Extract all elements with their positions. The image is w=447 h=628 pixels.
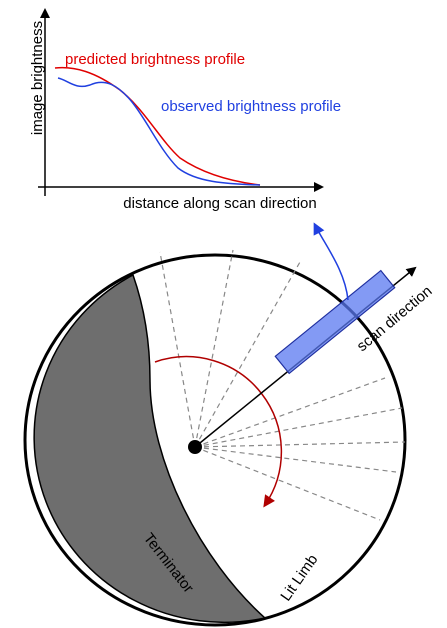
predicted-curve: [55, 68, 260, 185]
x-axis-label: distance along scan direction: [123, 195, 316, 212]
center-dot: [188, 440, 202, 454]
observed-curve: [58, 78, 260, 185]
diagram: image brightness distance along scan dir…: [0, 0, 447, 628]
predicted-label: predicted brightness profile: [65, 51, 245, 68]
y-axis-label: image brightness: [29, 21, 46, 135]
observed-label: observed brightness profile: [161, 98, 341, 115]
